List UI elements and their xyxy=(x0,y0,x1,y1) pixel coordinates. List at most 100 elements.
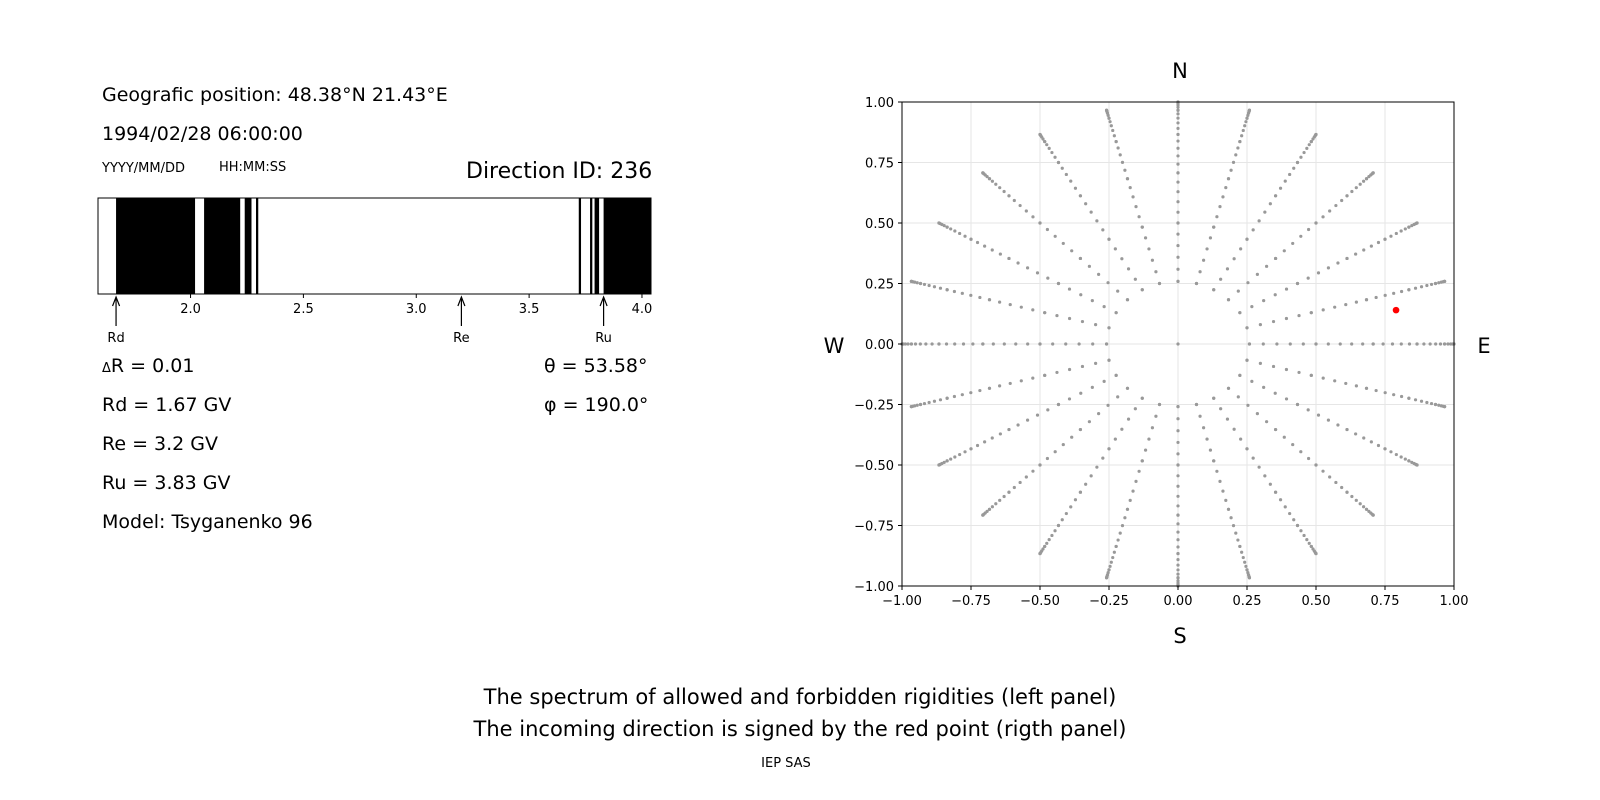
direction-point xyxy=(1091,342,1095,346)
direction-point xyxy=(1043,373,1047,377)
direction-point xyxy=(1442,405,1447,409)
direction-point xyxy=(1302,150,1306,155)
direction-point xyxy=(1295,281,1300,286)
phi-value: φ = 190.0° xyxy=(544,394,649,416)
marker-arrow-icon xyxy=(457,295,466,307)
direction-point xyxy=(1354,300,1358,304)
direction-point xyxy=(1031,308,1035,312)
direction-point xyxy=(1126,267,1131,271)
direction-point xyxy=(1362,248,1366,252)
direction-point xyxy=(1340,485,1344,490)
direction-point xyxy=(924,342,928,346)
direction-point xyxy=(1137,469,1141,473)
model-label: Model: Tsyganenko 96 xyxy=(102,511,313,533)
direction-point xyxy=(1273,427,1278,432)
direction-point xyxy=(922,282,927,287)
delta-r-value: ΔR = 0.01 xyxy=(102,355,194,377)
direction-point xyxy=(1064,511,1068,516)
direction-point xyxy=(937,463,941,467)
direction-point xyxy=(1123,516,1127,520)
direction-point xyxy=(927,283,931,288)
direction-point xyxy=(1358,182,1362,186)
direction-point xyxy=(1434,342,1438,346)
y-tick-label: 1.00 xyxy=(865,96,894,111)
direction-point xyxy=(1007,427,1011,432)
direction-point xyxy=(1239,247,1243,251)
direction-point xyxy=(1226,298,1231,302)
direction-point xyxy=(978,295,982,300)
direction-point xyxy=(1288,172,1292,177)
direction-point xyxy=(1047,538,1051,542)
direction-point xyxy=(1415,342,1419,346)
direction-point xyxy=(1345,194,1349,198)
spectrum-frame xyxy=(97,197,652,295)
direction-point xyxy=(1090,299,1094,303)
direction-point xyxy=(1407,396,1411,400)
y-tick-label: −0.25 xyxy=(854,399,894,414)
direction-point xyxy=(1284,287,1289,291)
theta-value: θ = 53.58° xyxy=(544,355,648,377)
x-tick-label: 1.00 xyxy=(1440,594,1469,609)
direction-point xyxy=(1245,358,1249,362)
direction-point xyxy=(1070,249,1074,253)
direction-point xyxy=(1326,266,1331,270)
direction-point xyxy=(969,293,973,297)
direction-point xyxy=(1176,579,1180,583)
direction-point xyxy=(1104,108,1109,112)
direction-point xyxy=(1056,160,1061,165)
direction-point xyxy=(949,227,953,231)
geographic-position: Geografic position: 48.38°N 21.43°E xyxy=(102,84,448,106)
direction-point xyxy=(981,342,985,346)
direction-point xyxy=(1047,146,1051,150)
direction-point xyxy=(1292,518,1296,522)
direction-point xyxy=(1328,209,1332,213)
direction-point xyxy=(1016,261,1020,265)
direction-point xyxy=(1111,128,1115,133)
direction-point xyxy=(1073,186,1078,190)
direction-point xyxy=(1176,405,1180,409)
datetime-label: 1994/02/28 06:00:00 xyxy=(102,123,303,145)
direction-point xyxy=(1176,551,1180,556)
direction-point xyxy=(1126,417,1131,421)
x-tick-label: −1.00 xyxy=(882,594,922,609)
selected-direction-point xyxy=(1392,306,1400,314)
x-tick-label: −0.75 xyxy=(951,594,991,609)
direction-point xyxy=(1114,311,1118,315)
direction-point xyxy=(1176,429,1180,433)
direction-point xyxy=(1194,402,1199,407)
direction-point xyxy=(906,342,910,346)
direction-point xyxy=(1108,564,1112,568)
direction-point xyxy=(1116,538,1120,542)
direction-point xyxy=(1176,484,1180,488)
direction-point xyxy=(937,342,941,346)
direction-point xyxy=(1019,305,1023,309)
y-tick-label: 0.50 xyxy=(865,217,894,232)
direction-point xyxy=(1084,202,1088,206)
direction-point xyxy=(1243,560,1247,564)
direction-point xyxy=(1140,396,1144,400)
direction-point xyxy=(1415,463,1419,467)
direction-point xyxy=(1362,505,1366,509)
direction-point xyxy=(952,394,957,399)
direction-point xyxy=(938,286,943,290)
direction-point xyxy=(1176,105,1180,109)
direction-point xyxy=(1389,450,1393,454)
direction-point xyxy=(915,281,919,285)
direction-point xyxy=(1176,267,1180,271)
direction-point xyxy=(1306,276,1310,280)
direction-point xyxy=(1371,513,1375,517)
direction-point xyxy=(1176,558,1180,562)
direction-point xyxy=(1236,289,1240,293)
direction-point xyxy=(1050,533,1054,538)
direction-point xyxy=(1407,288,1411,292)
direction-point xyxy=(1238,139,1242,144)
direction-point xyxy=(1212,288,1216,292)
marker-arrow-icon xyxy=(111,295,121,307)
direction-point xyxy=(1031,469,1035,473)
direction-point xyxy=(1250,379,1254,383)
direction-point xyxy=(1244,564,1248,568)
direction-point xyxy=(1157,281,1162,286)
direction-point xyxy=(1002,189,1006,194)
direction-point xyxy=(1035,413,1040,417)
direction-point xyxy=(1361,342,1365,346)
